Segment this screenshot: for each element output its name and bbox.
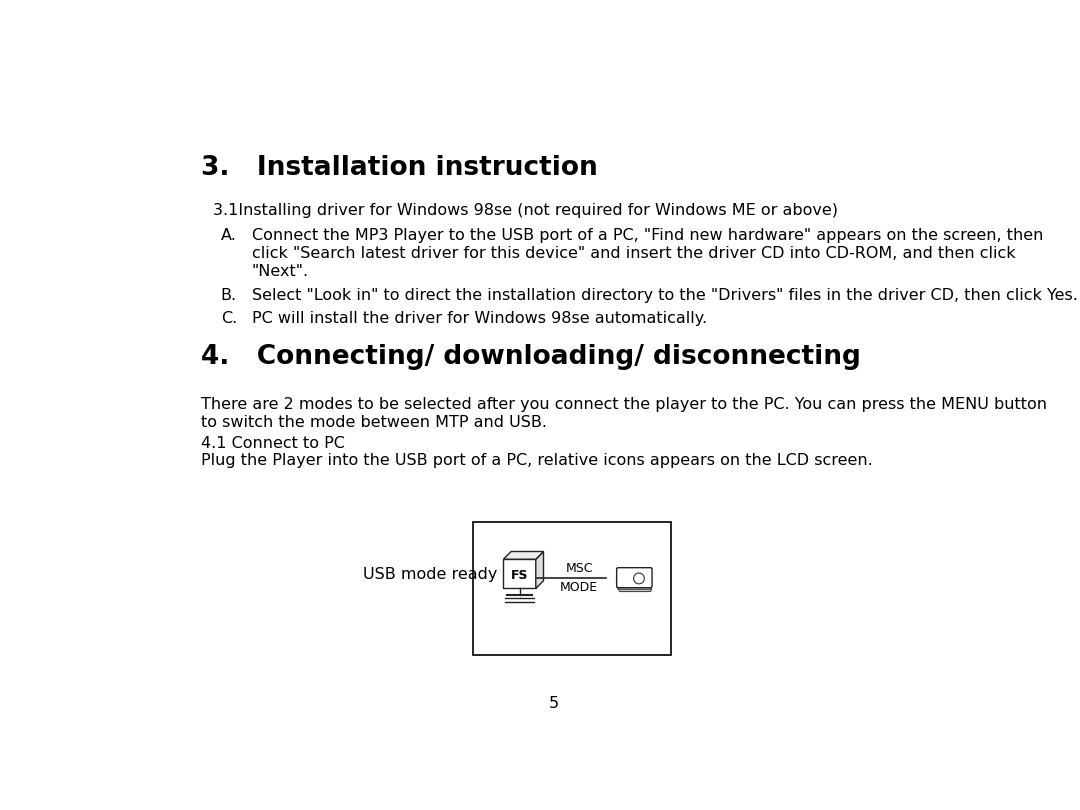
FancyBboxPatch shape <box>617 568 652 588</box>
Text: MODE: MODE <box>561 581 598 594</box>
Text: MSC: MSC <box>566 561 593 574</box>
Text: to switch the mode between MTP and USB.: to switch the mode between MTP and USB. <box>201 416 546 430</box>
Text: click "Search latest driver for this device" and insert the driver CD into CD-RO: click "Search latest driver for this dev… <box>252 245 1015 261</box>
Bar <box>503 559 536 588</box>
Text: There are 2 modes to be selected after you connect the player to the PC. You can: There are 2 modes to be selected after y… <box>201 398 1047 412</box>
Circle shape <box>634 573 645 584</box>
Text: FS: FS <box>511 569 528 582</box>
Text: PC will install the driver for Windows 98se automatically.: PC will install the driver for Windows 9… <box>252 311 706 326</box>
Polygon shape <box>503 552 543 559</box>
Bar <box>473 522 671 655</box>
Text: 3.   Installation instruction: 3. Installation instruction <box>201 155 597 181</box>
Text: A.: A. <box>220 228 237 243</box>
Polygon shape <box>536 552 543 588</box>
Text: Select "Look in" to direct the installation directory to the "Drivers" files in : Select "Look in" to direct the installat… <box>252 288 1078 303</box>
Text: Connect the MP3 Player to the USB port of a PC, "Find new hardware" appears on t: Connect the MP3 Player to the USB port o… <box>252 228 1043 243</box>
Text: Plug the Player into the USB port of a PC, relative icons appears on the LCD scr: Plug the Player into the USB port of a P… <box>201 453 873 468</box>
Text: 5: 5 <box>549 697 558 711</box>
Text: 4.   Connecting/ downloading/ disconnecting: 4. Connecting/ downloading/ disconnectin… <box>201 343 861 369</box>
Text: "Next".: "Next". <box>252 263 309 279</box>
Text: 4.1 Connect to PC: 4.1 Connect to PC <box>201 436 345 451</box>
Text: C.: C. <box>220 311 238 326</box>
FancyBboxPatch shape <box>618 571 651 589</box>
Text: 3.1Installing driver for Windows 98se (not required for Windows ME or above): 3.1Installing driver for Windows 98se (n… <box>213 203 838 219</box>
FancyBboxPatch shape <box>619 574 651 591</box>
Text: B.: B. <box>220 288 237 303</box>
Text: USB mode ready: USB mode ready <box>363 567 498 582</box>
